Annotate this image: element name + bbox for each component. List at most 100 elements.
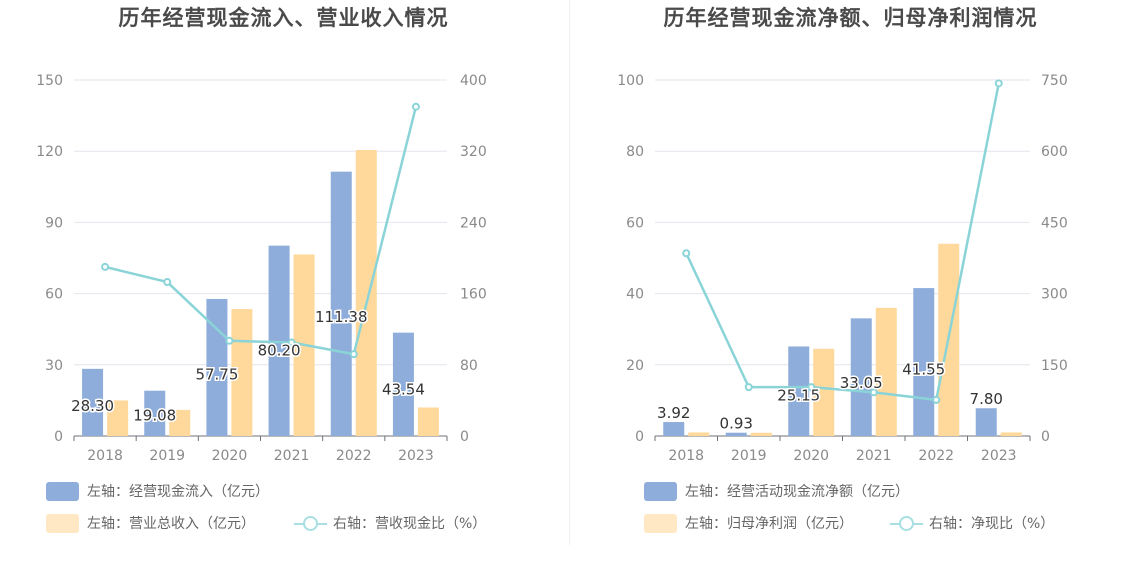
x-axis-label: 2021 xyxy=(856,448,892,464)
left-chart-svg: 0 30 60 90 120 150 0 80 160 240 320 400 2018 2019 2020… xyxy=(36,73,487,464)
panel-divider xyxy=(569,0,570,545)
left-axis-tick: 60 xyxy=(626,215,644,231)
right-chart-panel: 历年经营现金流净额、归母净利润情况 0 20 40 60 80 100 0 150 300 450… xyxy=(567,0,1134,582)
bar-series-2 xyxy=(355,150,377,436)
data-label: 41.55 xyxy=(902,360,945,378)
right-chart-title: 历年经营现金流净额、归母净利润情况 xyxy=(663,6,1038,30)
right-axis-tick: 450 xyxy=(1041,215,1068,231)
legend-swatch-blue xyxy=(644,481,677,501)
right-legend-item-1[interactable]: 左轴：归母净利润（亿元） xyxy=(644,513,853,533)
x-axis-label: 2018 xyxy=(668,448,704,464)
bar-series-1 xyxy=(392,332,414,436)
data-label: 28.30 xyxy=(71,397,114,415)
left-axis-tick: 20 xyxy=(626,358,644,374)
bar-series-2 xyxy=(813,348,835,436)
line-series xyxy=(104,106,418,356)
right-axis-tick: 400 xyxy=(460,73,487,89)
x-axis-label: 2018 xyxy=(87,448,123,464)
left-chart-title: 历年经营现金流入、营业收入情况 xyxy=(118,6,449,30)
bar-series-2 xyxy=(169,409,191,436)
line-point xyxy=(163,278,172,287)
line-series xyxy=(685,83,1000,402)
line-point xyxy=(994,79,1003,88)
left-axis-tick: 120 xyxy=(36,144,63,160)
left-axis-tick: 40 xyxy=(626,287,644,303)
left-axis-tick: 30 xyxy=(45,358,63,374)
right-axis-tick: 80 xyxy=(460,358,478,374)
data-label: 19.08 xyxy=(133,407,176,425)
bar-series-1 xyxy=(330,171,352,436)
bar-series-1 xyxy=(725,432,747,436)
right-axis-tick: 240 xyxy=(460,215,487,231)
left-axis-tick: 90 xyxy=(45,215,63,231)
left-axis-tick: 100 xyxy=(617,73,644,89)
x-axis-label: 2020 xyxy=(212,448,248,464)
bar-series-2 xyxy=(750,432,772,436)
data-label: 7.80 xyxy=(970,390,1003,408)
right-axis-tick: 150 xyxy=(1041,358,1068,374)
right-legend-item-0[interactable]: 左轴：经营活动现金流净额（亿元） xyxy=(644,481,909,501)
data-label: 43.54 xyxy=(382,380,425,398)
legend-label: 左轴：归母净利润（亿元） xyxy=(685,516,853,532)
left-legend-item-2[interactable]: 右轴：营收现金比（%） xyxy=(294,513,486,533)
left-axis-tick: 150 xyxy=(36,73,63,89)
legend-swatch-yellow xyxy=(46,513,79,533)
data-label: 111.38 xyxy=(315,308,368,326)
bar-series-1 xyxy=(788,346,810,436)
x-axis-label: 2022 xyxy=(336,448,372,464)
left-axis-tick: 0 xyxy=(635,429,644,445)
line-point xyxy=(101,262,110,271)
line-point xyxy=(869,388,878,397)
data-label: 25.15 xyxy=(777,387,820,405)
bar-series-1 xyxy=(663,422,685,436)
data-label: 3.92 xyxy=(657,404,690,422)
bar-series-1 xyxy=(850,318,872,436)
left-chart-panel: 历年经营现金流入、营业收入情况 0 30 60 90 120 150 0 80 160 240 32… xyxy=(36,6,487,533)
line-point xyxy=(744,383,753,392)
left-axis-tick: 0 xyxy=(54,429,63,445)
x-axis-label: 2021 xyxy=(274,448,310,464)
bar-series-1 xyxy=(82,368,104,436)
right-axis-tick: 0 xyxy=(460,429,469,445)
right-axis-tick: 600 xyxy=(1041,144,1068,160)
x-axis-label: 2023 xyxy=(398,448,434,464)
bar-series-2 xyxy=(875,307,897,436)
x-axis-label: 2022 xyxy=(918,448,954,464)
legend-swatch-line xyxy=(890,514,923,533)
line-point xyxy=(411,102,420,111)
bar-series-2 xyxy=(1000,432,1022,436)
line-point xyxy=(807,383,816,392)
data-label: 57.75 xyxy=(195,365,238,383)
right-axis-tick: 300 xyxy=(1041,287,1068,303)
line-point xyxy=(682,249,691,258)
legend-label: 右轴：净现比（%） xyxy=(929,516,1055,532)
bar-series-1 xyxy=(144,390,166,436)
x-axis-label: 2019 xyxy=(149,448,185,464)
legend-swatch-blue xyxy=(46,481,79,501)
legend-swatch-line xyxy=(294,514,327,533)
legend-label: 右轴：营收现金比（%） xyxy=(333,516,487,532)
left-legend-item-1[interactable]: 左轴：营业总收入（亿元） xyxy=(46,513,255,533)
legend-label: 左轴：经营活动现金流净额（亿元） xyxy=(685,484,909,500)
right-legend-item-2[interactable]: 右轴：净现比（%） xyxy=(890,513,1054,533)
data-label: 33.05 xyxy=(840,374,883,392)
bar-series-2 xyxy=(107,400,129,436)
legend-label: 左轴：经营现金流入（亿元） xyxy=(87,484,269,500)
line-point xyxy=(932,395,941,404)
x-axis-label: 2019 xyxy=(731,448,767,464)
data-label: 0.93 xyxy=(720,415,753,433)
left-axis-tick: 80 xyxy=(626,144,644,160)
left-legend-item-0[interactable]: 左轴：经营现金流入（亿元） xyxy=(46,481,269,501)
right-chart-svg: 0 20 40 60 80 100 0 150 300 450 600 750 2018 2019 2020… xyxy=(617,73,1068,464)
line-point xyxy=(287,338,296,347)
bar-series-2 xyxy=(688,432,710,436)
bar-series-1 xyxy=(268,245,290,436)
right-axis-tick: 160 xyxy=(460,287,487,303)
right-axis-tick: 0 xyxy=(1041,429,1050,445)
right-axis-tick: 320 xyxy=(460,144,487,160)
bar-series-2 xyxy=(417,407,439,436)
line-point xyxy=(225,336,234,345)
left-axis-tick: 60 xyxy=(45,287,63,303)
data-label: 80.20 xyxy=(258,341,301,359)
x-axis-label: 2020 xyxy=(793,448,829,464)
